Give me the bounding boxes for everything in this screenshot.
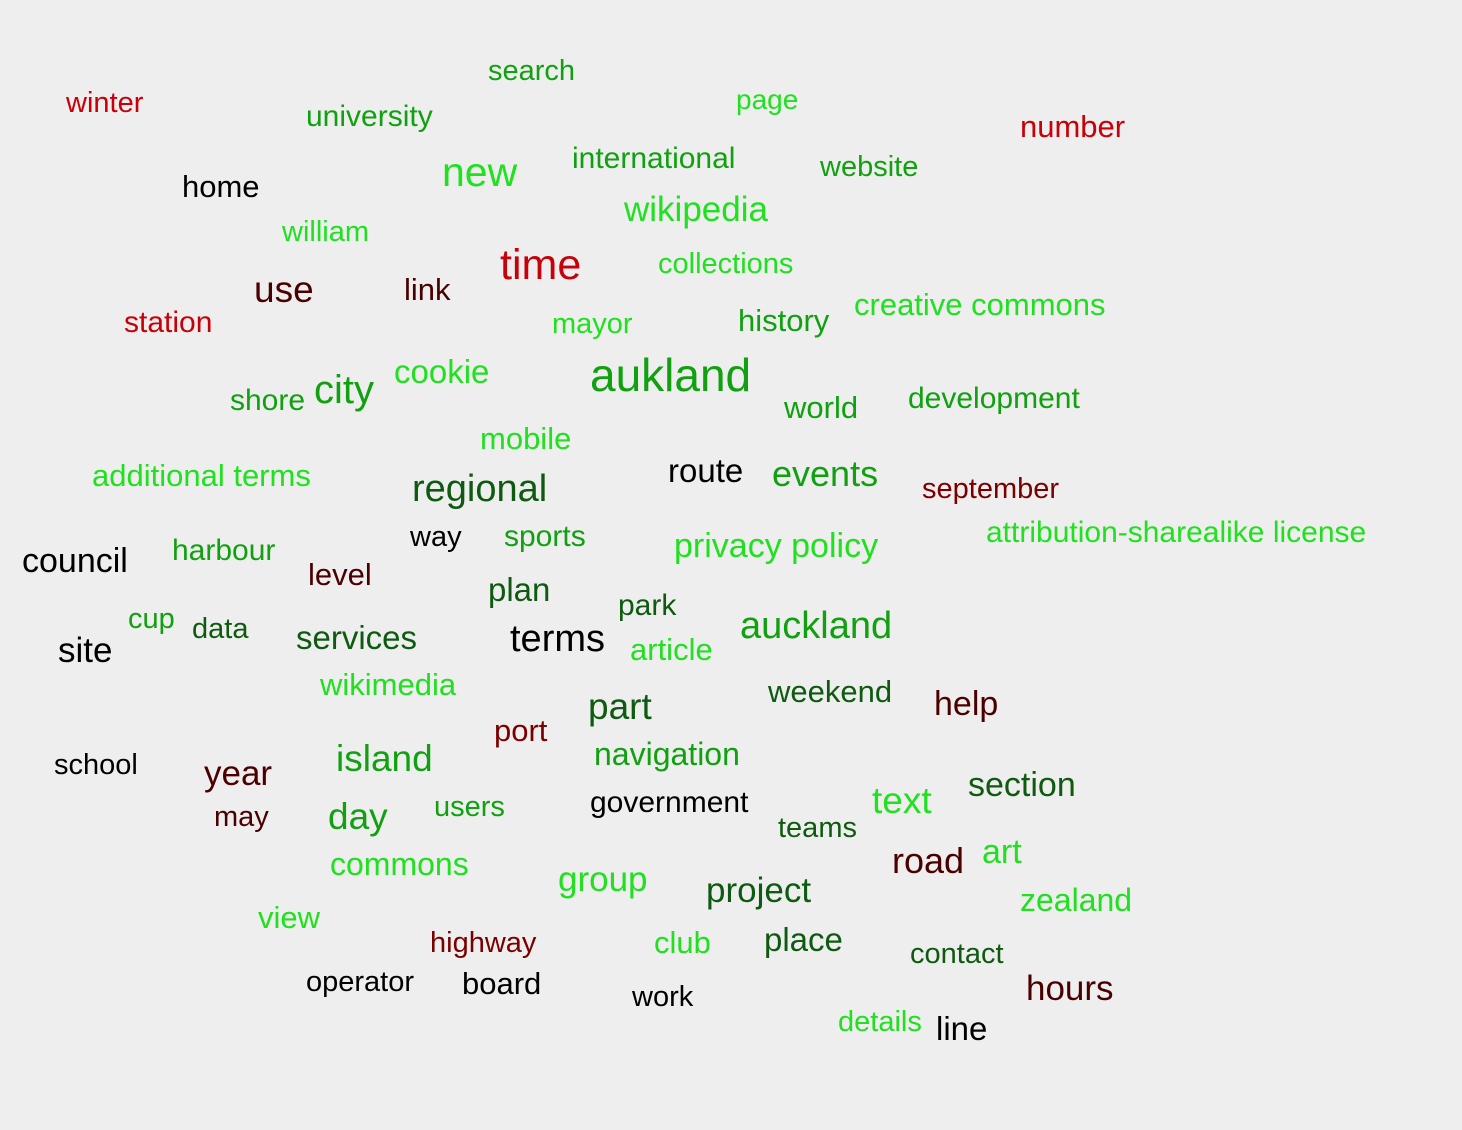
cloud-word-time: time [500,241,582,289]
cloud-word-text: text [872,780,932,821]
cloud-word-university: university [306,100,433,133]
cloud-word-harbour: harbour [172,534,276,567]
cloud-word-may: may [214,801,269,833]
cloud-word-attribution-sharealike-license: attribution-sharealike license [986,516,1367,549]
cloud-word-creative-commons: creative commons [854,287,1106,322]
cloud-word-school: school [54,749,138,781]
cloud-word-council: council [22,542,128,580]
cloud-word-number: number [1020,109,1126,144]
cloud-word-zealand: zealand [1020,882,1133,918]
cloud-word-project: project [706,871,812,910]
cloud-word-port: port [494,713,548,748]
cloud-word-work: work [632,981,694,1013]
cloud-word-help: help [934,685,999,723]
cloud-word-day: day [328,796,388,837]
cloud-word-navigation: navigation [594,736,740,772]
cloud-word-road: road [892,840,965,881]
cloud-word-operator: operator [306,966,415,998]
cloud-word-line: line [936,1010,988,1047]
cloud-word-wikimedia: wikimedia [320,667,457,702]
cloud-word-aukland: aukland [590,349,752,401]
cloud-word-international: international [572,142,736,175]
cloud-word-wikipedia: wikipedia [624,190,768,229]
cloud-word-city: city [314,368,374,412]
cloud-word-highway: highway [430,927,537,959]
cloud-word-mayor: mayor [552,308,633,340]
cloud-word-regional: regional [412,468,548,510]
cloud-word-services: services [296,619,418,656]
cloud-word-group: group [558,860,648,899]
cloud-word-contact: contact [910,938,1004,970]
cloud-word-website: website [820,151,919,183]
cloud-word-place: place [764,921,843,958]
cloud-word-link: link [404,272,451,307]
cloud-word-collections: collections [658,248,794,280]
cloud-word-year: year [204,754,273,793]
cloud-word-cup: cup [128,603,175,635]
cloud-word-home: home [182,169,260,204]
cloud-word-shore: shore [230,384,306,417]
cloud-word-page: page [736,84,799,115]
cloud-word-terms: terms [510,618,605,660]
cloud-word-william: william [282,216,369,248]
cloud-word-data: data [192,613,249,645]
cloud-word-level: level [308,557,372,592]
cloud-word-privacy-policy: privacy policy [674,527,879,565]
cloud-word-park: park [618,589,677,622]
cloud-word-view: view [258,900,321,935]
cloud-word-station: station [124,306,213,339]
cloud-word-island: island [336,738,433,779]
cloud-word-new: new [442,149,518,195]
cloud-word-weekend: weekend [768,674,893,709]
cloud-word-club: club [654,925,711,960]
cloud-word-section: section [968,766,1076,804]
cloud-word-details: details [838,1006,922,1038]
cloud-word-commons: commons [330,846,469,882]
cloud-word-cookie: cookie [394,353,490,390]
cloud-word-route: route [668,452,744,489]
cloud-word-history: history [738,303,830,338]
cloud-word-auckland: auckland [740,605,893,647]
cloud-word-development: development [908,382,1080,415]
cloud-word-plan: plan [488,571,551,608]
cloud-word-use: use [254,269,314,310]
cloud-word-events: events [772,453,879,494]
cloud-word-way: way [410,521,462,553]
cloud-word-additional-terms: additional terms [92,458,311,493]
cloud-word-sports: sports [504,520,586,553]
cloud-word-winter: winter [66,87,144,119]
cloud-word-mobile: mobile [480,421,572,456]
cloud-word-teams: teams [778,812,857,844]
cloud-word-board: board [462,966,542,1001]
cloud-word-world: world [784,390,859,425]
cloud-word-hours: hours [1026,969,1114,1008]
cloud-word-government: government [590,786,749,819]
cloud-word-part: part [588,686,652,727]
cloud-word-art: art [982,833,1022,871]
cloud-word-september: september [922,473,1060,505]
cloud-word-search: search [488,55,576,87]
cloud-word-users: users [434,791,505,823]
cloud-word-article: article [630,632,713,667]
cloud-word-site: site [58,631,113,670]
